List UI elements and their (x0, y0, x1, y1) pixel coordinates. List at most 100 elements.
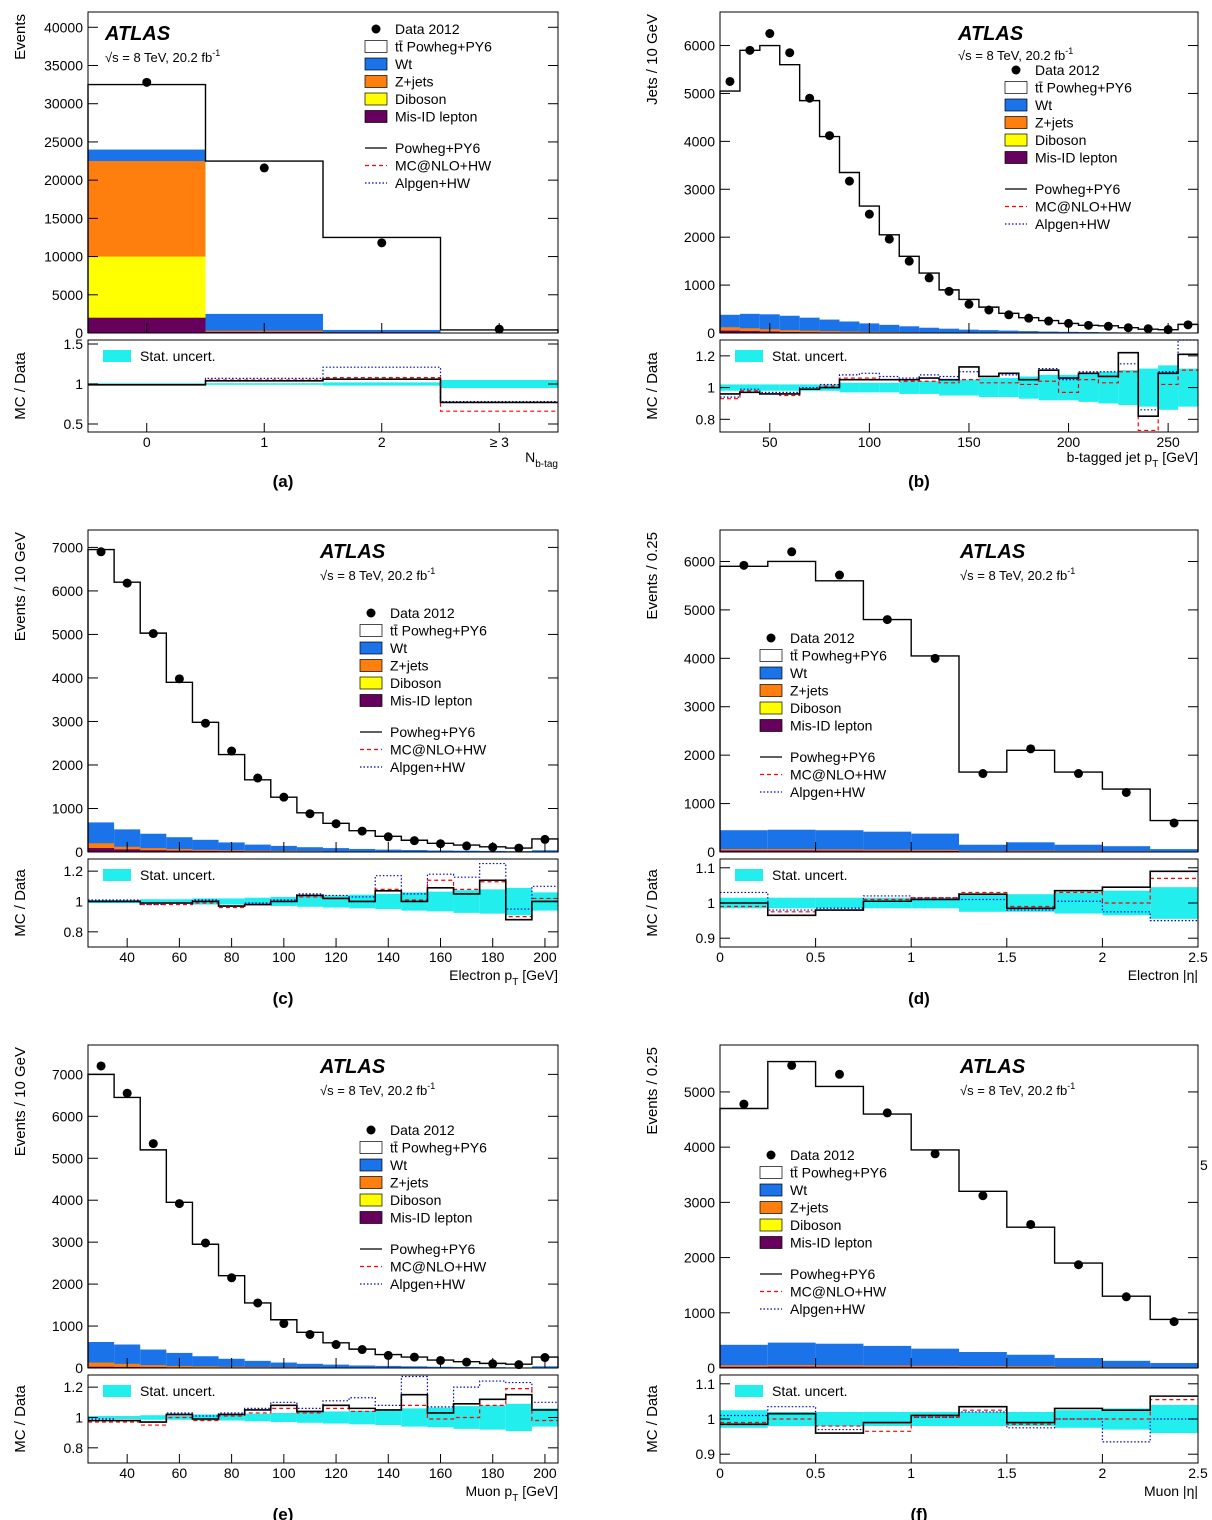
x-tick-label: 140 (377, 949, 401, 965)
legend-swatch (364, 57, 388, 71)
panel-c: 0 1000 2000 3000 4000 5000 6000 7000 Events / 10… (12, 529, 559, 1008)
zjets-bar (819, 331, 840, 333)
y-tick-label: 5000 (684, 85, 715, 101)
x-tick-label: 200 (1057, 434, 1081, 450)
stat-band (375, 893, 402, 910)
y-tick-label: 2000 (684, 229, 715, 245)
powheg-ratio-line (720, 870, 1198, 917)
energy-lumi-label: √s = 8 TeV, 20.2 fb-1 (320, 566, 435, 583)
stat-legend-label: Stat. uncert. (140, 348, 215, 364)
legend-swatch (759, 1166, 783, 1179)
y-axis-label: Events (12, 14, 29, 60)
x-tick-label: 60 (172, 1465, 188, 1481)
legend-swatch (1004, 133, 1028, 147)
legend-swatch (1004, 81, 1028, 94)
legend-diboson: Diboson (395, 91, 446, 107)
powheg-ratio-line (88, 1393, 558, 1423)
legend-data: Data 2012 (790, 1147, 855, 1163)
data-point (305, 809, 315, 819)
y-tick-label: 6000 (684, 38, 715, 54)
data-point (357, 826, 367, 836)
data-point (1074, 769, 1083, 779)
wt-bar (939, 328, 959, 333)
atlas-label: ATLAS (959, 541, 1026, 563)
y-tick-label: 2000 (684, 1250, 715, 1266)
x-tick-label: 2 (1099, 949, 1107, 965)
zjets-bar (815, 1365, 864, 1368)
y-tick-label: 5000 (684, 1084, 715, 1100)
data-point (1169, 818, 1179, 828)
legend-swatch (359, 694, 383, 707)
y-tick-label: 5000 (684, 602, 715, 618)
legend-swatch (364, 92, 388, 106)
wt-bar (114, 829, 141, 852)
legend-ttbar: tt̄ Powheg+PY6 (790, 648, 887, 664)
zjets-bar (1054, 1366, 1103, 1368)
stat-band (453, 890, 480, 913)
panel-caption: (f) (911, 1505, 928, 1520)
legend-powheg: Powheg+PY6 (395, 140, 480, 156)
wt-bar (1006, 842, 1055, 852)
zjets-bar (192, 1366, 219, 1368)
panel-caption: (b) (908, 472, 930, 491)
x-tick-label: 200 (533, 1465, 557, 1481)
zjets-bar (1006, 850, 1055, 852)
ratio-y-tick-label: 1.5 (64, 336, 84, 352)
ratio-legend: Stat. uncert. (103, 867, 215, 883)
stat-band (349, 1410, 376, 1425)
stat-swatch (103, 869, 131, 881)
legend-marker (1011, 65, 1021, 75)
energy-lumi-label: √s = 8 TeV, 20.2 fb-1 (960, 566, 1075, 583)
atlas-label: ATLAS (959, 1056, 1026, 1078)
wt-bar (911, 833, 959, 852)
zjets-bar (911, 849, 959, 852)
legend-alpgen: Alpgen+HW (1035, 216, 1111, 232)
legend-swatch (1004, 98, 1028, 112)
stat-band (244, 1413, 271, 1422)
legend-ttbar: tt̄ Powheg+PY6 (395, 39, 492, 55)
stat-band (205, 383, 323, 385)
wt-bar (296, 847, 323, 852)
y-tick-label: 1000 (684, 1305, 715, 1321)
legend-ttbar: tt̄ Powheg+PY6 (390, 623, 487, 639)
zjets-bar (959, 1366, 1007, 1368)
stat-band (1138, 368, 1159, 407)
wt-bar (799, 317, 820, 333)
zjets-bar (767, 1364, 816, 1368)
ratio-y-axis-label: MC / Data (644, 352, 661, 420)
wt-bar (1018, 331, 1039, 333)
misid-bar (720, 330, 740, 333)
zjets-bar (140, 848, 167, 852)
data-point (96, 1061, 106, 1071)
wt-bar (1150, 849, 1198, 852)
misid-bar (863, 1366, 912, 1368)
x-tick-label: 0 (716, 1465, 724, 1481)
ratio-y-tick-label: 1 (707, 1411, 715, 1427)
ratio-frame (87, 339, 559, 433)
stat-band (505, 1403, 532, 1432)
data-point (787, 547, 797, 557)
zjets-bar (779, 330, 800, 333)
legend-alpgen: Alpgen+HW (790, 1301, 866, 1317)
stat-band (323, 1411, 350, 1424)
x-tick-label: 1 (907, 1465, 915, 1481)
wt-bar (899, 326, 920, 333)
ratio-frame (87, 858, 559, 948)
legend-wt: Wt (395, 56, 412, 72)
y-tick-label: 3000 (684, 1194, 715, 1210)
legend-marker (766, 1150, 776, 1160)
main-frame (87, 1044, 559, 1369)
y-tick-label: 30000 (44, 96, 83, 112)
legend-zjets: Z+jets (390, 1175, 429, 1191)
zjets-bar (863, 849, 912, 852)
y-tick-label: 0 (707, 325, 715, 341)
x-tick-label: 2 (378, 434, 386, 450)
stat-band (440, 380, 558, 388)
legend-zjets: Z+jets (390, 658, 429, 674)
x-tick-label: 50 (762, 434, 778, 450)
stat-band (959, 379, 979, 396)
y-tick-label: 0 (75, 844, 83, 860)
x-axis-label: Electron |η| (1128, 967, 1198, 983)
